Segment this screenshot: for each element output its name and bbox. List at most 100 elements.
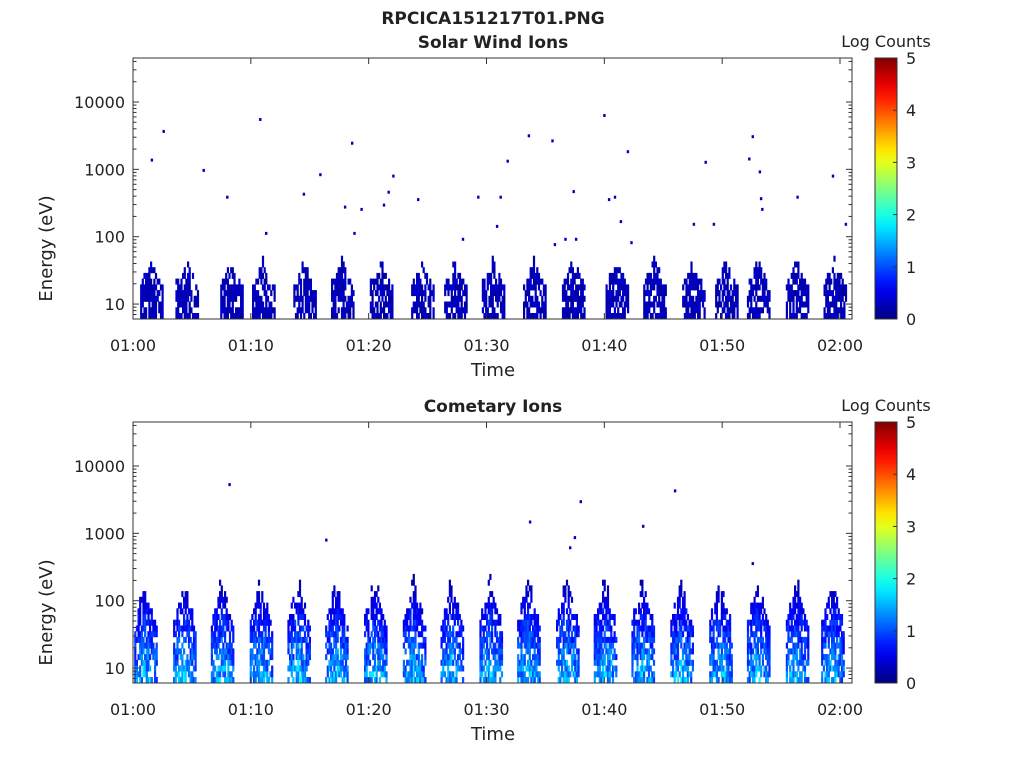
data-cell [412, 642, 415, 649]
data-cell [294, 284, 298, 291]
data-cell [137, 654, 140, 661]
data-cell [389, 313, 392, 319]
data-cell [686, 631, 689, 638]
data-cell [564, 642, 567, 649]
data-cell [603, 596, 606, 603]
data-cell [449, 301, 452, 308]
data-cell [753, 654, 756, 661]
data-cell [308, 648, 311, 655]
data-cell [259, 614, 262, 620]
data-cell [528, 602, 531, 609]
data-cell [573, 278, 576, 285]
data-cell [827, 654, 830, 661]
data-cell [146, 278, 149, 285]
data-cell [303, 267, 306, 274]
data-cell [257, 631, 261, 638]
data-cell [647, 665, 651, 672]
data-cell [720, 602, 723, 609]
data-cell [346, 648, 349, 655]
data-cell [293, 284, 296, 291]
data-cell [530, 677, 533, 683]
data-cell [241, 307, 244, 314]
data-cell [142, 591, 145, 598]
data-cell [249, 659, 252, 666]
colorbar-tick-label: 3 [906, 517, 916, 536]
data-cell [605, 619, 608, 626]
data-cell [763, 295, 766, 302]
data-cell [422, 665, 425, 672]
data-cell [755, 631, 758, 638]
data-cell [758, 614, 761, 620]
data-cell [146, 290, 149, 297]
data-cell [306, 290, 309, 297]
data-cell [517, 677, 520, 683]
data-cell [178, 284, 181, 291]
data-cell [290, 642, 293, 649]
data-cell [298, 591, 302, 598]
data-cell [641, 642, 644, 649]
data-cell [824, 671, 827, 678]
data-cell [378, 602, 381, 609]
data-cell [417, 614, 420, 620]
data-cell [298, 625, 302, 632]
data-cell [217, 631, 220, 638]
data-cell [664, 284, 667, 291]
data-cell [173, 677, 176, 683]
data-cell [232, 659, 235, 666]
data-cell [649, 614, 652, 620]
data-cell [633, 614, 636, 620]
data-cell [797, 284, 800, 291]
data-cell [715, 602, 718, 609]
data-cell [794, 654, 797, 661]
data-cell [147, 631, 150, 638]
data-cell [790, 608, 793, 615]
data-cell [228, 301, 231, 308]
data-cell [255, 313, 258, 319]
data-cell [411, 642, 414, 649]
data-cell [736, 290, 739, 297]
data-cell [492, 677, 495, 683]
data-cell [517, 671, 520, 678]
data-cell [531, 272, 534, 279]
data-cell [444, 307, 447, 314]
data-cell [500, 648, 504, 655]
data-cell [349, 313, 352, 319]
data-cell [803, 648, 807, 655]
data-cell [266, 284, 270, 291]
data-cell [532, 642, 535, 649]
data-cell [342, 290, 345, 297]
data-cell [349, 295, 352, 302]
data-cell [799, 301, 802, 308]
data-cell [326, 614, 329, 620]
data-cell [568, 307, 571, 314]
data-cell [826, 659, 829, 666]
data-cell [672, 671, 675, 678]
data-cell [535, 654, 538, 661]
data-cell [314, 313, 317, 319]
data-cell [154, 307, 158, 314]
data-cell [595, 631, 598, 638]
data-cell [264, 608, 267, 615]
data-cell [714, 602, 717, 609]
data-cell [424, 654, 427, 661]
data-cell [462, 636, 465, 643]
data-cell [709, 619, 712, 626]
data-cell [795, 648, 798, 655]
data-cell [701, 290, 705, 297]
data-cell [651, 619, 654, 626]
data-cell [615, 290, 618, 297]
data-cell [792, 267, 795, 274]
data-cell [536, 272, 539, 279]
data-cell [379, 307, 382, 314]
data-cell [369, 301, 372, 308]
data-cell [334, 284, 337, 291]
data-cell [725, 267, 728, 274]
data-cell [219, 636, 222, 643]
data-cell [681, 665, 685, 672]
data-cell [340, 290, 344, 297]
data-cell [180, 290, 183, 297]
data-cell [409, 671, 412, 678]
data-cell [421, 619, 424, 626]
data-cell [253, 619, 256, 626]
data-cell [527, 619, 530, 626]
